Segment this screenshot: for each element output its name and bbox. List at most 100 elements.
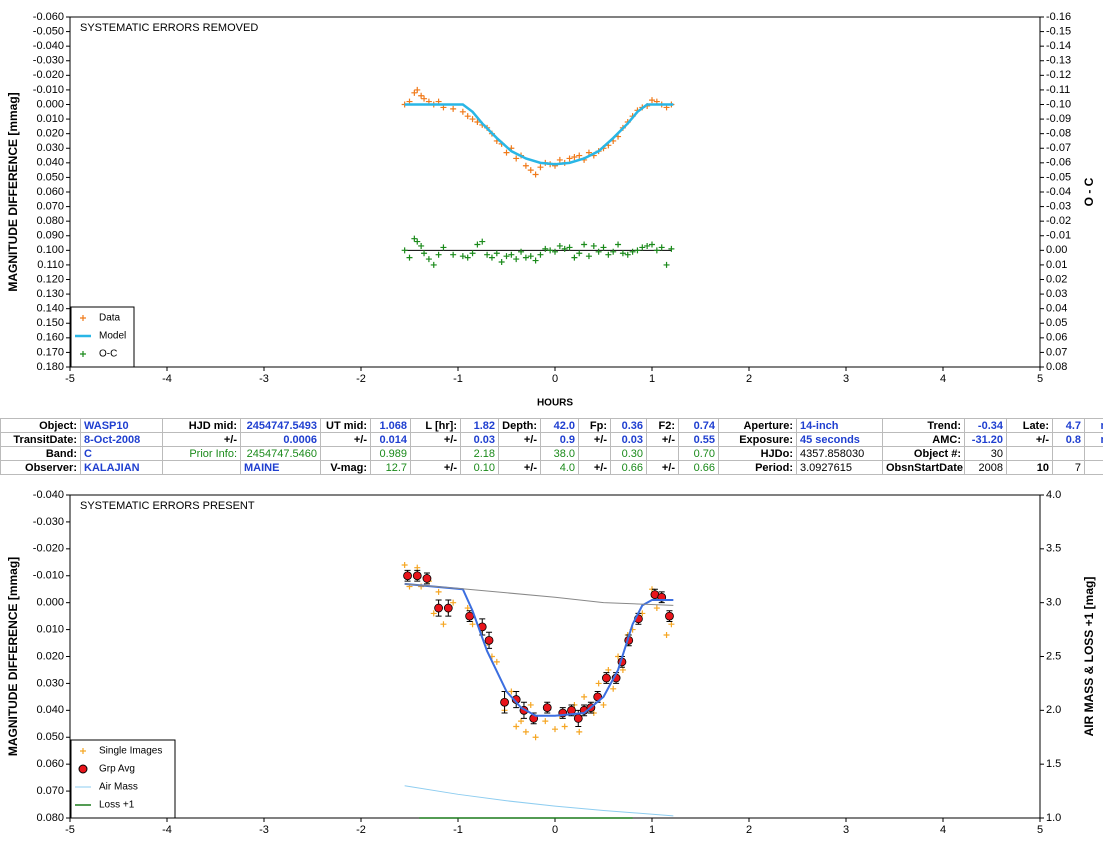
y-tick-label: 0.040 (36, 704, 64, 716)
value-cell: 0.03 (610, 432, 647, 447)
label-cell (578, 446, 611, 461)
label-cell: Trend: (882, 418, 965, 433)
y2-tick-label: 0.01 (1046, 259, 1067, 271)
data-point (435, 588, 442, 595)
label-cell: +/- (162, 432, 241, 447)
label-cell: +/- (320, 432, 371, 447)
chart-title: SYSTEMATIC ERRORS PRESENT (80, 500, 255, 512)
data-point (653, 247, 660, 254)
data-point (537, 251, 544, 258)
label-cell (1006, 446, 1053, 461)
data-point (561, 723, 568, 730)
plot-area (69, 16, 1041, 368)
y2-tick-label: -0.11 (1046, 84, 1070, 96)
y-tick-label: 0.050 (36, 171, 64, 183)
data-point (418, 92, 425, 99)
data-point (658, 244, 665, 251)
legend-swatch (78, 764, 88, 774)
data-point (581, 693, 588, 700)
value-cell: 4.0 (540, 460, 579, 475)
y2-tick-label: -0.12 (1046, 69, 1071, 81)
y2-tick-label: -0.09 (1046, 113, 1071, 125)
data-point (421, 250, 428, 257)
y-tick-label: -0.010 (33, 84, 64, 96)
value-cell: 0.8 (1052, 432, 1085, 447)
x-tick-label: 5 (1037, 824, 1043, 836)
value-cell: 0.66 (610, 460, 647, 475)
y2-tick-label: 1.0 (1046, 812, 1061, 824)
legend-label: Model (99, 331, 126, 342)
value-cell: 38.0 (540, 446, 579, 461)
data-point (585, 253, 592, 260)
parameter-table: Object: WASP10 HJD mid: 2454747.5493 UT mid:… (0, 418, 1103, 475)
top-chart: -0.060-0.050-0.040-0.030-0.020-0.0100.00… (6, 11, 1096, 409)
data-point (479, 238, 486, 245)
y-axis-label: MAGNITUDE DIFFERENCE [mmag] (6, 557, 20, 756)
data-point (547, 247, 554, 254)
y2-tick-label: -0.06 (1046, 157, 1071, 169)
legend-label: O-C (99, 349, 117, 360)
y-tick-label: 0.010 (36, 113, 64, 125)
group-average (443, 603, 453, 613)
label-cell: AMC: (882, 432, 965, 447)
y-tick-label: -0.060 (33, 11, 64, 23)
data-point (566, 155, 573, 162)
y-tick-label: 0.170 (36, 346, 64, 358)
data-point (430, 261, 437, 268)
y2-tick-label: -0.15 (1046, 25, 1071, 37)
table-row: TransitDate: 8-Oct-2008 +/- 0.0006 +/- 0.014 +… (0, 432, 1103, 447)
data-point (571, 254, 578, 261)
y2-tick-label: 0.07 (1046, 346, 1067, 358)
data-point (556, 156, 563, 163)
data-point (615, 241, 622, 248)
label-cell: ObsnStartDate: (882, 460, 965, 475)
table-row: Band: C Prior Info: 2454747.5460 0.989 2.18 38… (0, 446, 1103, 461)
legend-label: Grp Avg (99, 764, 135, 775)
label-cell: min (1084, 432, 1103, 447)
y-tick-label: -0.020 (33, 69, 64, 81)
y2-tick-label: 0.05 (1046, 317, 1067, 329)
label-cell (1084, 446, 1103, 461)
y2-tick-label: 2.5 (1046, 650, 1061, 662)
x-tick-label: -2 (356, 824, 366, 836)
y2-tick-label: 0.04 (1046, 303, 1067, 315)
data-point (542, 245, 549, 252)
x-tick-label: 3 (843, 373, 849, 385)
label-cell: L [hr]: (410, 418, 461, 433)
x-tick-label: 1 (649, 824, 655, 836)
data-point (624, 251, 631, 258)
data-point (474, 119, 481, 125)
label-cell: +/- (498, 432, 541, 447)
value-cell: 2454747.5493 (240, 418, 321, 433)
series-line (404, 103, 674, 166)
data-point (493, 250, 500, 257)
group-average (434, 603, 444, 613)
data-point (459, 253, 466, 260)
label-cell: Observer: (0, 460, 81, 475)
data-point (552, 248, 558, 255)
legend-label: Data (99, 313, 121, 324)
label-cell: V-mag: (320, 460, 371, 475)
y-tick-label: 0.050 (36, 731, 64, 743)
series-plus (401, 235, 675, 268)
data-point (414, 238, 421, 245)
y-tick-label: 0.090 (36, 230, 64, 242)
value-cell: -0.34 (964, 418, 1007, 433)
data-point (450, 105, 457, 112)
x-tick-label: 2 (746, 824, 752, 836)
x-tick-label: -3 (259, 373, 269, 385)
data-point (532, 171, 539, 178)
y2-tick-label: -0.01 (1046, 230, 1071, 242)
value-cell: 0.70 (678, 446, 719, 461)
y-tick-label: -0.050 (33, 25, 64, 37)
data-point (425, 256, 432, 263)
data-point (401, 561, 408, 568)
data-point (464, 254, 471, 261)
data-point (663, 631, 670, 638)
label-cell (498, 446, 541, 461)
data-point (576, 152, 583, 159)
y-tick-label: 0.020 (36, 650, 64, 662)
group-average (403, 571, 412, 581)
y-tick-label: 0.150 (36, 317, 64, 329)
series-line (404, 583, 674, 606)
